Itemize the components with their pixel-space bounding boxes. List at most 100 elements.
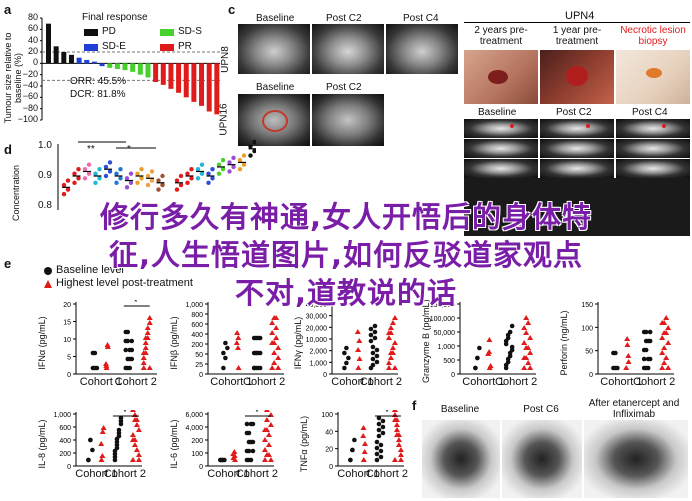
peak-point [355,347,362,352]
peak-point [523,315,530,320]
baseline-point [250,421,256,427]
panel-e-tick: 1,000 [185,302,203,309]
upn4-ct-scan [540,139,614,158]
panel-a-label: a [4,2,12,17]
panel-f-label-1: Baseline [440,404,480,415]
peak-point [354,329,361,334]
baseline-point [376,427,382,433]
peak-point [261,437,268,442]
baseline-point [86,457,91,463]
peak-point [140,365,147,370]
peak-point [135,452,142,457]
baseline-point [251,335,257,341]
panel-e-tick: 400 [59,438,71,445]
peak-point [271,360,278,365]
dotplot-point [118,176,123,181]
panel-e-tick: 100,000 [430,316,455,323]
panel-a-ytick: −100 [17,114,38,124]
lesion-marker [662,124,666,128]
peak-point [144,325,151,330]
peak-point [659,365,666,370]
overlay-line-3: 不对,道教说的话 [234,276,458,310]
baseline-point [253,350,259,356]
peak-point [661,330,668,335]
legend-label: SD-E [102,41,126,52]
baseline-point [223,355,228,361]
baseline-point [129,356,135,362]
dotplot-point [178,182,184,188]
peak-point [395,442,402,447]
peak-point [389,345,396,350]
panel-e-plot: 6,000 4,000 200 100 0 * [185,410,274,471]
scan-upn8-post-c4 [386,24,458,74]
peak-point [140,350,147,355]
baseline-point [503,362,509,368]
peak-point [486,337,493,342]
peak-point [360,425,367,430]
peak-point [129,457,136,462]
overlay-line-1: 修行多久有神通,女人开悟后的身体特 [99,200,593,234]
dotplot-point [72,180,77,185]
dotplot-point [65,187,71,192]
baseline-point [350,447,355,453]
panel-d-ytick-2: 0.9 [38,170,52,181]
baseline-point [380,430,386,436]
baseline-point [352,437,357,443]
baseline-point [374,353,380,359]
dotplot-point [93,171,98,176]
peak-point [140,355,147,360]
legend-label: SD-S [178,26,202,37]
peak-point [661,345,668,350]
baseline-point [221,350,226,356]
peak-point [273,325,280,330]
baseline-point [378,448,384,454]
peak-point [391,315,398,320]
baseline-point [225,345,230,351]
panel-e-tick: 20 [325,447,333,454]
dotplot-point [93,180,98,185]
peak-point [235,365,242,370]
panel-e-tick: 500 [443,358,455,365]
panel-a-ytick: 80 [27,12,38,22]
peak-point [269,330,276,335]
legend-swatch [84,29,98,36]
peak-point [525,360,532,365]
baseline-point [370,344,376,350]
dotplot-point [107,169,113,174]
peak-point [99,429,106,434]
peak-point [393,422,400,427]
baseline-point [372,335,378,341]
dotplot-point [82,167,88,172]
cohort-label: Cohort 2 [359,376,403,388]
peak-point [135,427,142,432]
biopsy-photo [616,50,690,104]
baseline-point [257,335,263,341]
dotplot-point [61,182,67,188]
peak-point [393,432,400,437]
panel-d-ytick-3: 0.8 [38,200,52,211]
upn8-label: UPN8 [219,46,231,73]
peak-point [393,427,400,432]
sig-marker: * [255,410,259,417]
dotplot-point [107,160,113,165]
waterfall-bar [183,63,189,98]
peak-point [391,457,398,462]
baseline-point [112,448,118,454]
legend-label: PD [102,26,116,37]
peak-point [387,355,394,360]
upn4-scan-label-2: Post C2 [556,107,592,118]
panel-e-tick: 0 [199,372,203,379]
waterfall-bar [160,63,166,85]
dotplot-point [252,139,256,145]
baseline-point [376,415,382,421]
baseline-point [246,448,252,454]
panel-e-tick: 30,000 [306,314,328,321]
peak-point [261,427,268,432]
upn4-ct-scan [464,139,538,158]
upn4-photo-label-3: Necrotic lesion biopsy [620,25,686,47]
peak-point [663,355,670,360]
baseline-point [374,445,380,451]
waterfall-bar [176,63,182,93]
cohort-label: Cohort 2 [495,376,538,388]
cohort-label: Cohort 2 [114,376,157,388]
